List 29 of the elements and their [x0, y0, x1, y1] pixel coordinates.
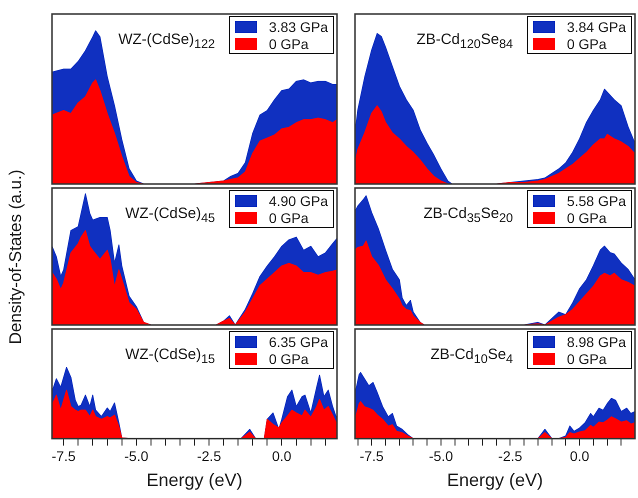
- legend-label: 0 GPa: [566, 210, 607, 226]
- legend-label: 0 GPa: [268, 36, 309, 52]
- legend-label: 3.84 GPa: [566, 18, 626, 34]
- legend-label: 8.98 GPa: [566, 334, 626, 350]
- legend-label: 4.90 GPa: [268, 192, 328, 208]
- x-tick-label: -7.5: [360, 448, 384, 464]
- x-axis-title: Energy (eV): [446, 470, 544, 490]
- x-tick-label: -7.5: [52, 448, 76, 464]
- chart-title: WZ-(CdSe)$_{122}$: [118, 31, 215, 51]
- text: ZB-Cd$_{35}$Se$_{20}$: [423, 205, 513, 225]
- x-axis-title: Energy (eV): [146, 470, 243, 490]
- x-tick-label: -5.0: [428, 448, 454, 464]
- x-tick-label: 0.0: [272, 448, 292, 464]
- y-axis-title: Density-of-States (a.u.): [6, 169, 26, 344]
- legend-label: 0 GPa: [566, 36, 607, 52]
- x-tick-label: -5.0: [124, 448, 149, 464]
- legend-label: 6.35 GPa: [268, 334, 328, 350]
- x-tick-label: -2.5: [498, 448, 523, 464]
- legend-label: 0 GPa: [268, 210, 309, 226]
- x-tick-label: 0.0: [570, 448, 590, 464]
- legend-label: 3.83 GPa: [268, 18, 328, 34]
- legend-label: 5.58 GPa: [566, 192, 626, 208]
- legend-label: 0 GPa: [566, 350, 607, 366]
- chart-title: ZB-Cd$_{10}$Se$_{4}$: [430, 346, 513, 366]
- chart-title: ZB-Cd$_{120}$Se$_{84}$: [416, 31, 513, 51]
- x-tick-label: -2.5: [196, 448, 222, 464]
- legend-label: 0 GPa: [268, 350, 309, 366]
- text: WZ-(CdSe)$_{45}$: [125, 205, 215, 225]
- chart-title: WZ-(CdSe)$_{15}$: [125, 346, 215, 366]
